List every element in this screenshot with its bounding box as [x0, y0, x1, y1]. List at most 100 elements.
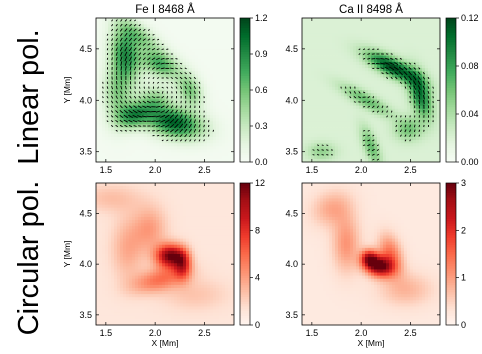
- heatmap-cell: [189, 46, 193, 50]
- heatmap-cell: [437, 90, 441, 94]
- heatmap-cell: [159, 121, 163, 125]
- heatmap-cell: [174, 77, 178, 82]
- heatmap-cell: [332, 121, 336, 125]
- heatmap-cell: [183, 74, 187, 78]
- heatmap-cell: [311, 61, 315, 66]
- heatmap-cell: [434, 43, 438, 47]
- heatmap-cell: [383, 18, 387, 22]
- heatmap-cell: [195, 64, 199, 69]
- heatmap-cell: [138, 39, 142, 44]
- heatmap-cell: [425, 118, 429, 122]
- polarization-vector: [120, 85, 123, 90]
- heatmap-cell: [135, 21, 139, 25]
- heatmap-cell: [410, 86, 414, 91]
- heatmap-cell: [168, 127, 172, 132]
- heatmap-cell: [353, 68, 357, 72]
- heatmap-cell: [314, 55, 318, 60]
- heatmap-cell: [341, 136, 345, 141]
- heatmap-cell: [311, 96, 315, 100]
- heatmap-cell: [144, 64, 148, 69]
- heatmap-cell: [168, 43, 172, 47]
- heatmap-cell: [356, 90, 360, 94]
- heatmap-cell: [162, 143, 166, 147]
- heatmap-cell: [228, 58, 232, 63]
- heatmap-cell: [96, 102, 100, 107]
- heatmap-cell: [201, 133, 205, 138]
- heatmap-cell: [168, 68, 172, 72]
- polarization-vector: [399, 57, 403, 60]
- heatmap-cell: [156, 21, 160, 25]
- heatmap-cell: [180, 140, 184, 144]
- heatmap-cell: [353, 136, 357, 141]
- polarization-vector: [157, 81, 160, 84]
- heatmap-cell: [350, 30, 354, 35]
- polarization-vector: [147, 95, 151, 99]
- heatmap-cell: [165, 24, 169, 28]
- heatmap-cell: [392, 43, 396, 47]
- polarization-vector: [111, 81, 113, 85]
- heatmap-cell: [201, 99, 205, 103]
- heatmap-cell: [413, 74, 417, 78]
- heatmap-cell: [144, 43, 148, 47]
- heatmap-cell: [332, 127, 336, 132]
- polarization-vector: [376, 158, 380, 161]
- heatmap-cell: [431, 27, 435, 31]
- heatmap-cell: [407, 108, 411, 113]
- heatmap-cell: [213, 152, 217, 157]
- heatmap-cell: [317, 80, 321, 85]
- heatmap-cell: [311, 27, 315, 31]
- heatmap-cell: [99, 90, 103, 94]
- colorbar-swatch: [240, 104, 250, 108]
- heatmap-cell: [228, 124, 232, 128]
- colorbar-swatch: [240, 18, 250, 21]
- heatmap-cell: [398, 111, 402, 116]
- heatmap-cell: [138, 33, 142, 38]
- heatmap-cell: [377, 121, 381, 125]
- heatmap-cell: [183, 124, 187, 128]
- heatmap-cell: [117, 143, 121, 147]
- heatmap-cell: [165, 55, 169, 60]
- heatmap-cell: [332, 71, 336, 75]
- heatmap-cell: [404, 43, 408, 47]
- heatmap-cell: [144, 111, 148, 116]
- heatmap-cell: [335, 33, 339, 38]
- heatmap-cell: [105, 140, 109, 144]
- heatmap-cell: [413, 136, 417, 141]
- heatmap-cell: [338, 118, 342, 122]
- heatmap-cell: [320, 140, 324, 144]
- heatmap-cell: [338, 143, 342, 147]
- heatmap-cell: [383, 27, 387, 31]
- heatmap-cell: [150, 99, 154, 103]
- heatmap-cell: [231, 140, 235, 144]
- heatmap-cell: [392, 140, 396, 144]
- heatmap-cell: [150, 136, 154, 141]
- heatmap-cell: [350, 61, 354, 66]
- heatmap-cell: [416, 127, 420, 132]
- heatmap-cell: [198, 121, 202, 125]
- heatmap-cell: [434, 146, 438, 150]
- polarization-vector: [111, 57, 113, 61]
- heatmap-cell: [168, 80, 172, 85]
- heatmap-cell: [171, 58, 175, 63]
- heatmap-cell: [126, 46, 130, 50]
- heatmap-cell: [117, 21, 121, 25]
- heatmap-cell: [338, 136, 342, 141]
- heatmap-cell: [189, 121, 193, 125]
- heatmap-cell: [99, 108, 103, 113]
- polarization-vector: [133, 100, 137, 104]
- heatmap-cell: [362, 86, 366, 91]
- heatmap-cell: [108, 30, 112, 35]
- heatmap-cell: [329, 136, 333, 141]
- heatmap-cell: [111, 80, 115, 85]
- heatmap-cell: [434, 155, 438, 160]
- heatmap-cell: [389, 127, 393, 132]
- heatmap-cell: [398, 127, 402, 132]
- polarization-vector: [413, 71, 417, 76]
- heatmap-cell: [308, 158, 312, 163]
- heatmap-cell: [332, 46, 336, 50]
- heatmap-cell: [359, 102, 363, 107]
- heatmap-cell: [383, 127, 387, 132]
- heatmap-cell: [431, 71, 435, 75]
- heatmap-cell: [129, 118, 133, 122]
- heatmap-cell: [96, 118, 100, 122]
